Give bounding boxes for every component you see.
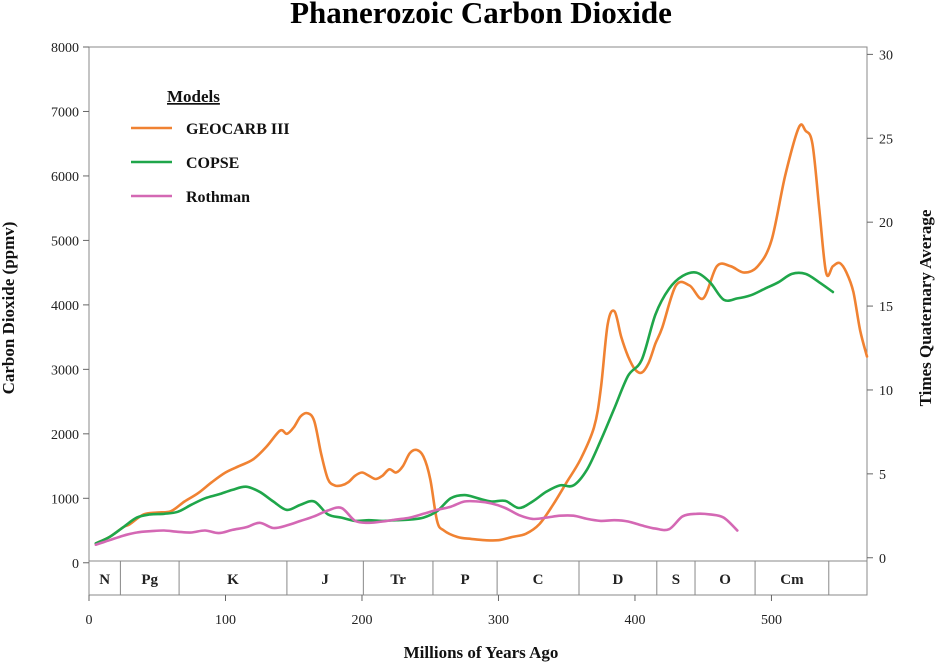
y2-tick-label: 20 — [879, 216, 893, 231]
geocarb-iii-line — [94, 123, 869, 545]
period-label: C — [533, 572, 544, 588]
y2-tick-label: 10 — [879, 384, 893, 399]
x-tick-label: 500 — [761, 613, 782, 628]
y-tick-label: 5000 — [51, 234, 79, 249]
legend-label-geocarb: GEOCARB III — [186, 121, 290, 138]
x-tick-label: 100 — [215, 613, 236, 628]
chart-title: Phanerozoic Carbon Dioxide — [290, 0, 672, 30]
y2-axis-label: Times Quaternary Average — [916, 209, 935, 406]
y-tick-label: 3000 — [51, 363, 79, 378]
y2-tick-label: 15 — [879, 300, 893, 315]
x-tick-label: 300 — [488, 613, 509, 628]
y-tick-label: 2000 — [51, 428, 79, 443]
period-label: Tr — [390, 572, 406, 588]
period-label: J — [321, 572, 329, 588]
y-axis-label: Carbon Dioxide (ppmv) — [0, 222, 18, 395]
series-lines — [94, 123, 869, 546]
y-tick-label: 7000 — [51, 105, 79, 120]
period-label: S — [672, 572, 680, 588]
y-tick-label: 1000 — [51, 492, 79, 507]
period-label: K — [227, 572, 239, 588]
copse-line — [94, 271, 835, 545]
y2-tick-label: 5 — [879, 468, 886, 483]
period-label: Pg — [141, 572, 158, 588]
y2-tick-label: 0 — [879, 552, 886, 567]
legend-title: Models — [167, 87, 220, 106]
y-tick-label: 6000 — [51, 170, 79, 185]
legend-label-copse: COPSE — [186, 155, 239, 172]
y-tick-label: 4000 — [51, 299, 79, 314]
chart-frame-group — [88, 46, 868, 596]
period-label: N — [99, 572, 110, 588]
rothman-line — [94, 499, 739, 546]
x-tick-label: 200 — [351, 613, 372, 628]
legend: Models GEOCARB III COPSE Rothman — [131, 87, 290, 206]
x-tick-label: 400 — [624, 613, 645, 628]
x-tick-label: 0 — [86, 613, 93, 628]
period-label: Cm — [780, 572, 804, 588]
y2-tick-label: 25 — [879, 132, 893, 147]
axis-ticks: 0100020003000400050006000700080000510152… — [51, 41, 893, 628]
y-tick-label: 8000 — [51, 41, 79, 56]
period-band: N Pg K J Tr P C D S O Cm — [99, 561, 830, 595]
y-tick-label: 0 — [72, 557, 79, 572]
period-label: O — [719, 572, 731, 588]
period-label: P — [460, 572, 469, 588]
period-label: D — [612, 572, 623, 588]
plot-frame — [88, 46, 868, 596]
x-axis-label: Millions of Years Ago — [404, 643, 559, 662]
y2-tick-label: 30 — [879, 48, 893, 63]
legend-label-rothman: Rothman — [186, 189, 250, 206]
